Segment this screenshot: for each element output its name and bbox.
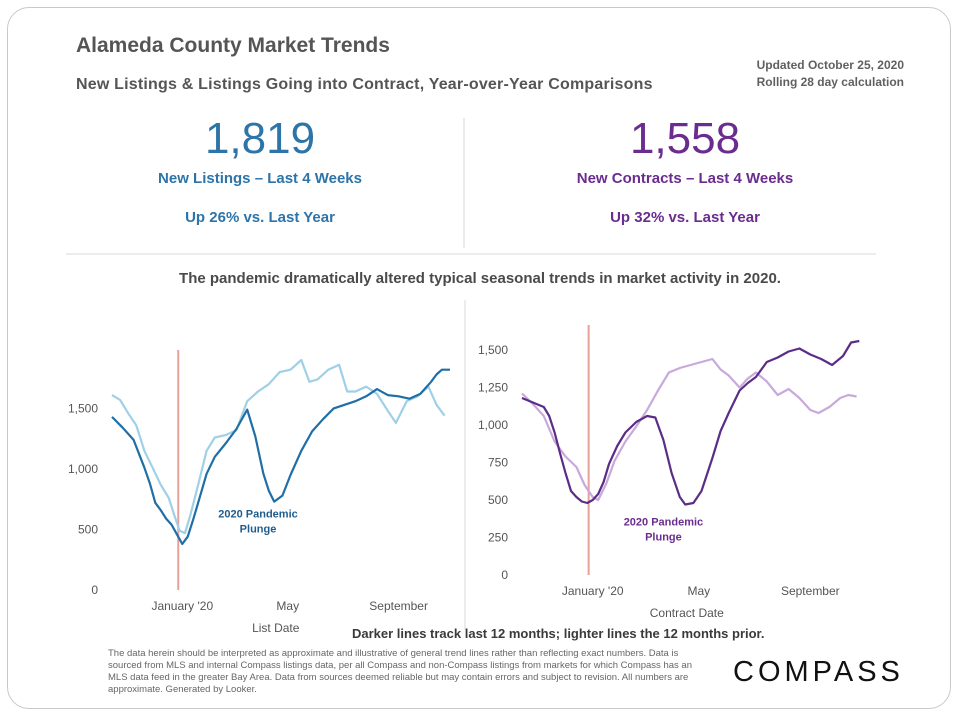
kpi-contracts-label: New Contracts – Last 4 Weeks — [576, 170, 794, 187]
chart-divider — [464, 300, 466, 630]
disclaimer-text: The data herein should be interpreted as… — [108, 648, 692, 695]
update-info: Updated October 25, 2020 Rolling 28 day … — [684, 57, 904, 91]
y-tick-label: 1,000 — [68, 462, 98, 476]
y-tick-label: 0 — [501, 568, 508, 582]
y-tick-label: 1,000 — [478, 418, 508, 432]
y-tick-label: 500 — [488, 493, 508, 507]
chart-headline: The pandemic dramatically altered typica… — [179, 270, 781, 287]
dark-series-line — [521, 339, 860, 506]
y-tick-label: 500 — [78, 522, 98, 536]
rolling-calc-note: Rolling 28 day calculation — [756, 75, 904, 89]
x-tick-label: January '20 — [151, 599, 213, 613]
contracts-chart: 0 250 500 750 1,000 1,250 1,500 January '20 May S… — [478, 325, 860, 620]
compass-logo: COMPASS — [733, 656, 904, 688]
y-tick-label: 0 — [91, 583, 98, 597]
listings-chart: 0 500 1,000 1,500 January '20 May September Lis… — [68, 350, 450, 635]
kpi-divider — [463, 118, 465, 248]
x-tick-label: May — [687, 584, 710, 598]
kpi-listings-label: New Listings – Last 4 Weeks — [158, 170, 362, 187]
page-title: Alameda County Market Trends — [76, 34, 390, 57]
pandemic-plunge-annotation: Plunge — [645, 532, 682, 544]
kpi-new-contracts: 1,558 New Contracts – Last 4 Weeks Up 32… — [505, 114, 865, 226]
x-axis-label: List Date — [252, 621, 300, 635]
kpi-listings-change: Up 26% vs. Last Year — [185, 209, 335, 226]
x-tick-label: September — [781, 584, 840, 598]
kpi-contracts-value: 1,558 — [629, 114, 741, 163]
section-divider — [66, 253, 876, 255]
x-axis-label: Contract Date — [650, 606, 724, 620]
slide-frame — [7, 7, 951, 709]
kpi-listings-value: 1,819 — [204, 114, 316, 163]
kpi-new-listings: 1,819 New Listings – Last 4 Weeks Up 26%… — [80, 114, 440, 226]
pandemic-plunge-annotation: 2020 Pandemic — [218, 508, 298, 520]
y-tick-label: 250 — [488, 531, 508, 545]
x-tick-label: January '20 — [562, 584, 624, 598]
light-series-line — [521, 357, 857, 502]
pandemic-plunge-annotation: 2020 Pandemic — [624, 517, 704, 529]
x-tick-label: September — [369, 599, 428, 613]
y-tick-label: 750 — [488, 456, 508, 470]
updated-date: Updated October 25, 2020 — [756, 58, 904, 72]
darker-lines-note: Darker lines track last 12 months; light… — [352, 626, 765, 641]
y-tick-label: 1,500 — [478, 343, 508, 357]
dark-series-line — [111, 368, 450, 546]
kpi-contracts-change: Up 32% vs. Last Year — [610, 209, 760, 226]
x-tick-label: May — [276, 599, 299, 613]
pandemic-plunge-annotation: Plunge — [240, 523, 277, 535]
light-series-line — [111, 358, 446, 535]
y-tick-label: 1,250 — [478, 381, 508, 395]
y-tick-label: 1,500 — [68, 401, 98, 415]
page-subtitle: New Listings & Listings Going into Contr… — [76, 76, 653, 93]
